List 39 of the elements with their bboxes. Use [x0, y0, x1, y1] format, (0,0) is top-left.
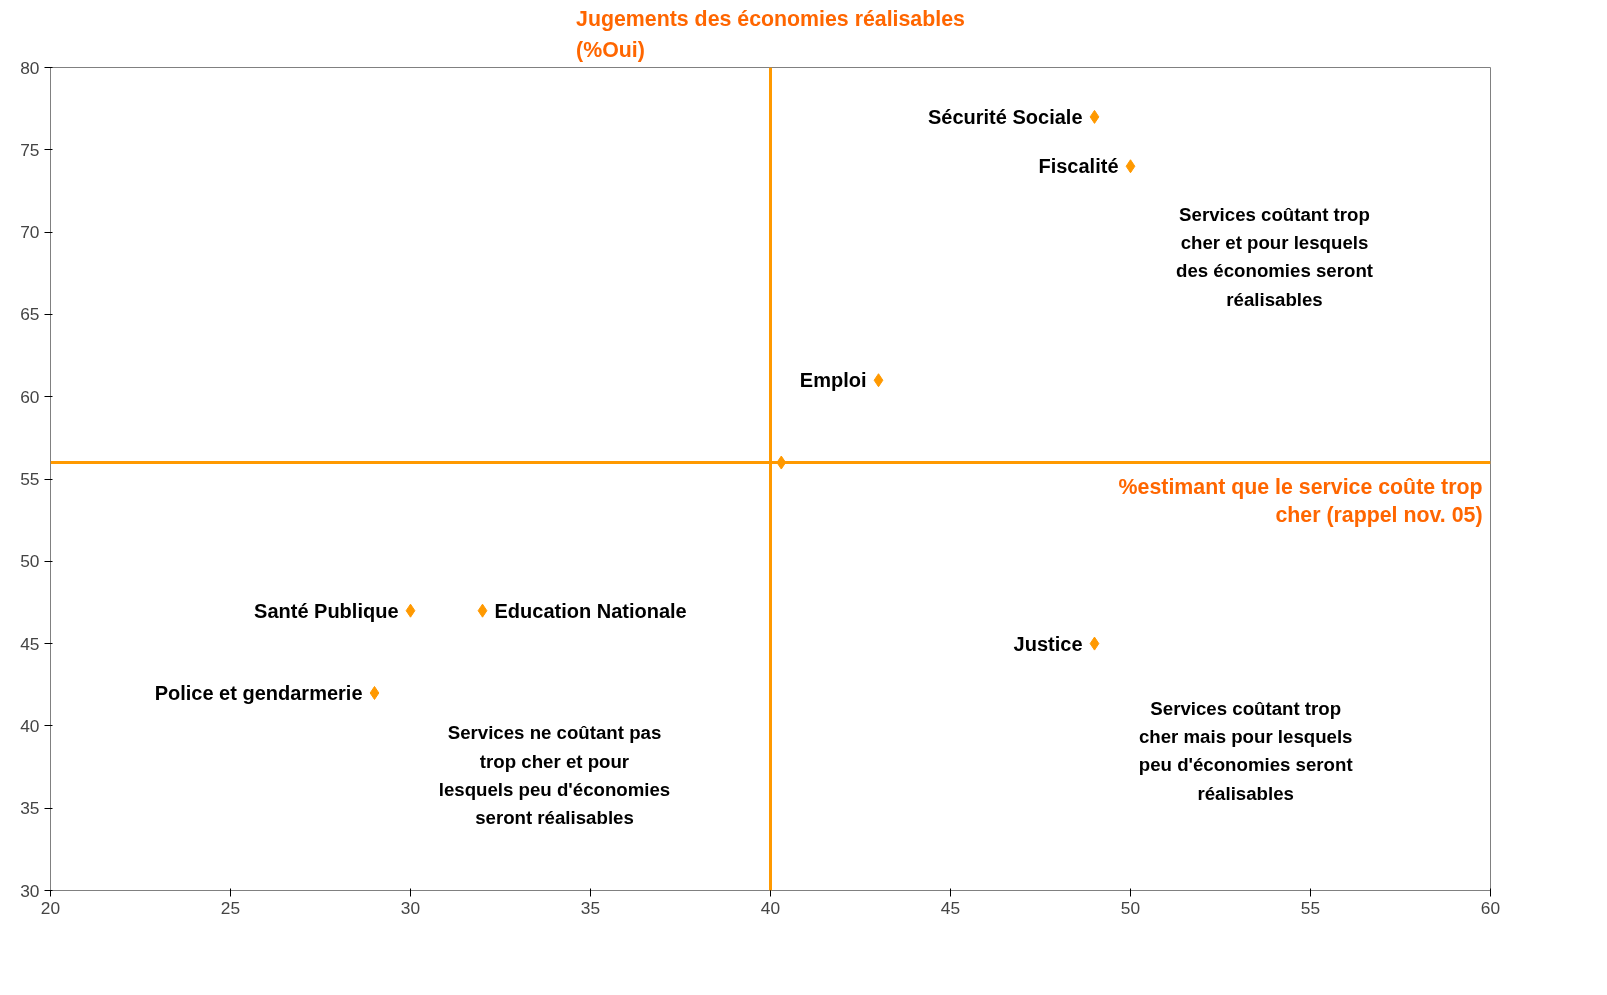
y-tick-label: 45 [20, 633, 40, 654]
annotation: Fiscalité [1038, 155, 1119, 178]
y-tick-label: 70 [20, 222, 40, 243]
annotation: Santé Publique [254, 599, 399, 622]
ref-line-label: %estimant que le service coûte trop cher (rappel nov. 05) [1118, 474, 1483, 528]
y-tick-label: 60 [20, 386, 40, 407]
x-tick-label: 35 [580, 897, 601, 918]
x-tick-label: 20 [40, 897, 61, 918]
y-tick-label: 50 [20, 551, 40, 572]
x-tick-label: 30 [400, 897, 421, 918]
y-tick-label: 40 [20, 715, 40, 736]
annotation: Education Nationale [494, 599, 687, 622]
annotation: Justice [1013, 632, 1083, 655]
x-tick-label: 25 [220, 897, 241, 918]
x-tick-label: 55 [1300, 897, 1321, 918]
point [405, 603, 416, 618]
y-tick-label: 65 [20, 304, 40, 325]
annotation: Services coûtant trop cher mais pour lesquels peu d'économies seront réalisables [1138, 697, 1353, 804]
x-tick-label: 45 [940, 897, 961, 918]
y-tick-label: 55 [20, 469, 40, 489]
point [369, 685, 380, 700]
x-tick-label: 50 [1120, 897, 1141, 918]
x-tick-label: 40 [760, 897, 781, 918]
annotation: Emploi [799, 369, 867, 392]
annotation: Services coûtant trop cher et pour lesquels des économies seront réalisables [1176, 203, 1373, 310]
point [873, 373, 884, 388]
x-tick-label: 60 [1480, 897, 1501, 918]
point [1089, 109, 1100, 124]
point [1125, 159, 1136, 174]
y-tick-label: 80 [20, 57, 40, 78]
point [477, 603, 488, 618]
y-tick-label: 30 [20, 880, 40, 901]
point [1089, 636, 1100, 651]
annotation: Police et gendarmerie [154, 681, 363, 704]
annotation: Services ne coûtant pas trop cher et pour lesquels peu d'économies seront réalisables [438, 722, 671, 829]
annotation: Sécurité Sociale [927, 105, 1083, 128]
ref-line-label: Jugements des économies réalisables (%Oui) [576, 7, 965, 63]
y-tick-label: 35 [20, 798, 40, 819]
y-tick-label: 75 [20, 139, 40, 160]
